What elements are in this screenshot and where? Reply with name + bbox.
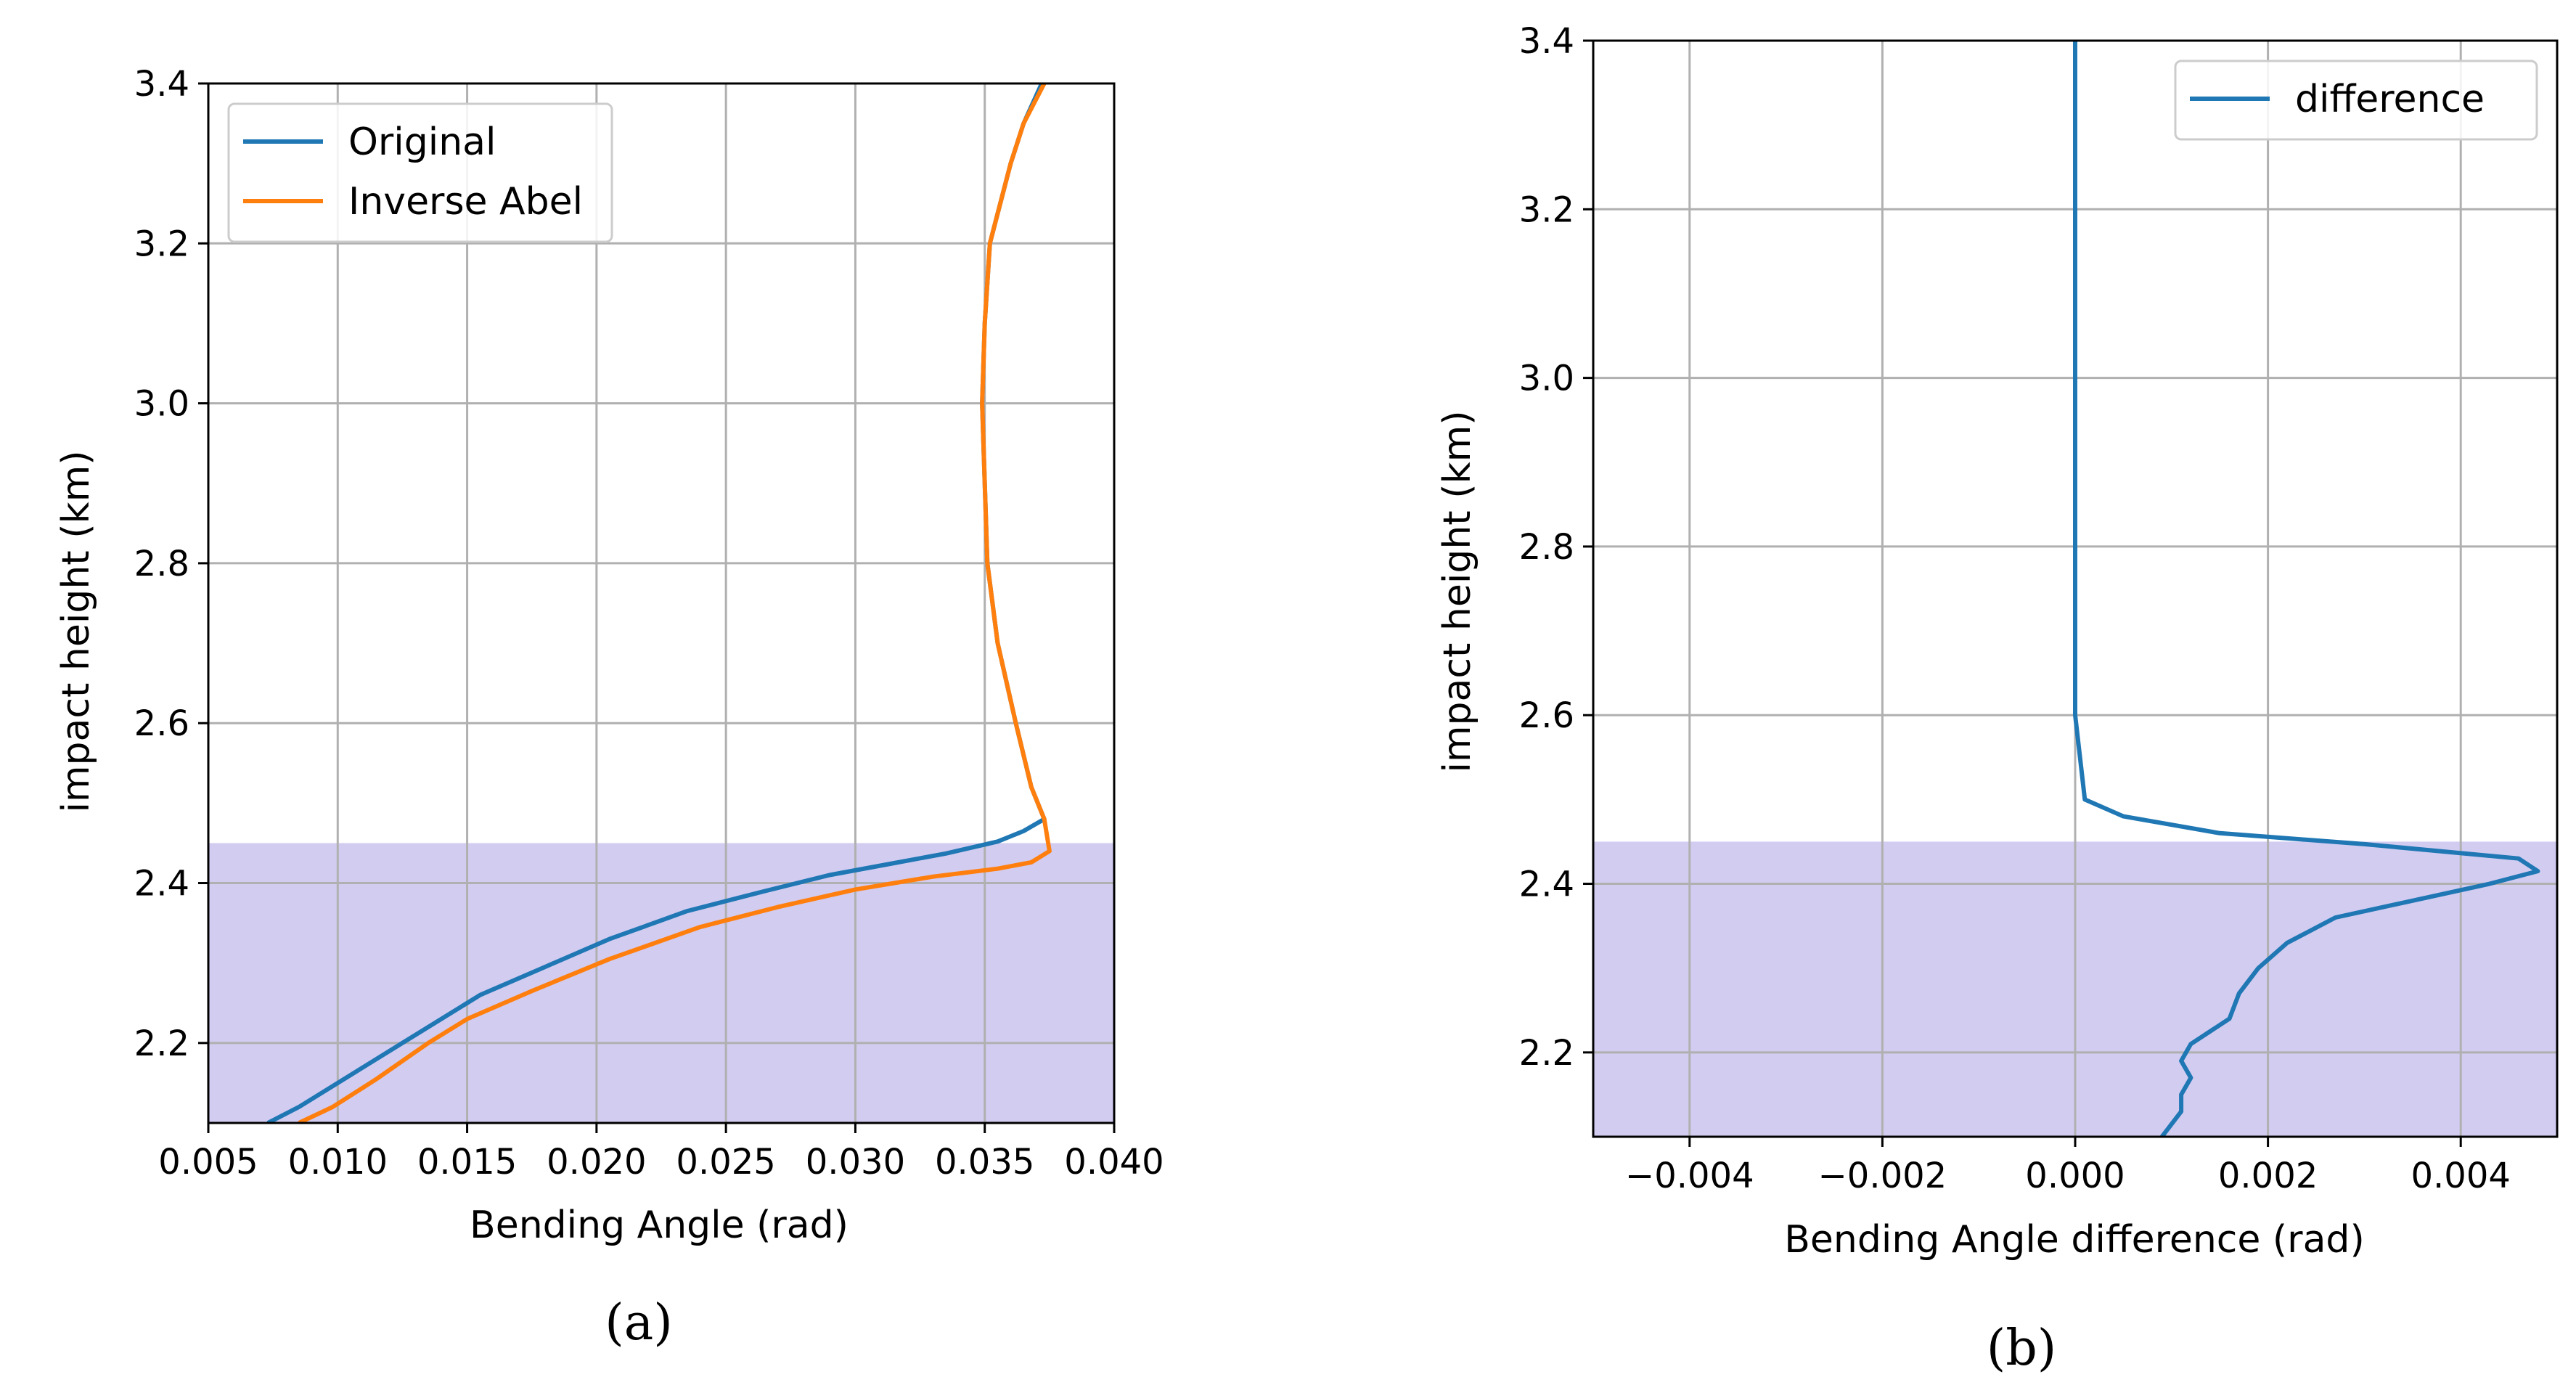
panel-a-legend-label-1: Inverse Abel <box>348 180 583 224</box>
panel-a-xtick-label-5: 0.030 <box>806 1142 905 1182</box>
panel-a-xlabel: Bending Angle (rad) <box>470 1204 849 1247</box>
panel-a-frame <box>207 82 1116 1124</box>
caption-a-text: (a) <box>605 1294 673 1352</box>
panel-b-ytick-label-2: 2.6 <box>1519 695 1574 736</box>
panel-b-xtick-label-2: 0.000 <box>2025 1156 2125 1196</box>
panel-a-ytick-label-2: 2.6 <box>134 703 189 744</box>
panel-a-xtick-label-1: 0.010 <box>288 1142 388 1182</box>
panel-a-ytick-label-3: 2.8 <box>134 544 189 584</box>
panel-b-xtick-label-3: 0.002 <box>2218 1156 2318 1196</box>
panel-a-shaded-region <box>208 843 1114 1123</box>
panel-a-ytick-label-6: 3.4 <box>134 64 189 105</box>
panel-a-xtick-label-2: 0.015 <box>417 1142 517 1182</box>
panel-b-chart: −0.004 −0.002 0.000 0.002 0.004 2.2 2.4 2.6 2.8 3… <box>1519 21 2559 1196</box>
panel-a-legend: Original Inverse Abel <box>227 102 613 243</box>
panel-b-xtick-label-0: −0.004 <box>1625 1156 1754 1196</box>
caption-b-text: (b) <box>1987 1320 2057 1377</box>
panel-a-series-1 <box>298 83 1052 1123</box>
panel-b-series-0 <box>2073 41 2540 1137</box>
panel-b-ytick-label-1: 2.4 <box>1519 865 1574 905</box>
panel-b-xlabel: Bending Angle difference (rad) <box>1784 1218 2364 1262</box>
panel-b-legend-label-0: difference <box>2295 78 2485 121</box>
panel-a-chart: 0.005 0.010 0.015 0.020 0.025 0.030 0.035 0.040… <box>134 64 1164 1182</box>
panel-a-xtick-label-3: 0.020 <box>547 1142 646 1182</box>
panel-a-ytick-label-0: 2.2 <box>134 1024 189 1064</box>
caption-b: (b) <box>1987 1320 2057 1377</box>
panel-a-legend-label-0: Original <box>348 120 496 164</box>
caption-a: (a) <box>605 1294 673 1352</box>
panel-b-ytick-label-3: 2.8 <box>1519 527 1574 568</box>
panel-a-ytick-label-1: 2.4 <box>134 864 189 904</box>
panel-a-xtick-label-6: 0.035 <box>935 1142 1034 1182</box>
panel-b-ytick-label-0: 2.2 <box>1519 1033 1574 1074</box>
panel-a-xtick-label-7: 0.040 <box>1064 1142 1164 1182</box>
panel-a-ylabel: impact height (km) <box>54 450 98 812</box>
panel-b-ytick-label-4: 3.0 <box>1519 359 1574 399</box>
panel-b-ytick-label-6: 3.4 <box>1519 21 1574 62</box>
panel-b-ylabel: impact height (km) <box>1436 410 1479 772</box>
panel-a-xtick-label-4: 0.025 <box>676 1142 775 1182</box>
panel-a-xtick-label-0: 0.005 <box>158 1142 258 1182</box>
panel-b-ytick-label-5: 3.2 <box>1519 189 1574 230</box>
panel-a-ytick-label-5: 3.2 <box>134 224 189 264</box>
panel-b-xtick-label-4: 0.004 <box>2411 1156 2510 1196</box>
panel-a-ytick-label-4: 3.0 <box>134 384 189 425</box>
panel-a-legend-box <box>227 102 613 243</box>
panel-b-legend-box <box>2174 60 2538 141</box>
panel-b-legend: difference <box>2174 60 2538 141</box>
panel-b-xtick-label-1: −0.002 <box>1818 1156 1947 1196</box>
